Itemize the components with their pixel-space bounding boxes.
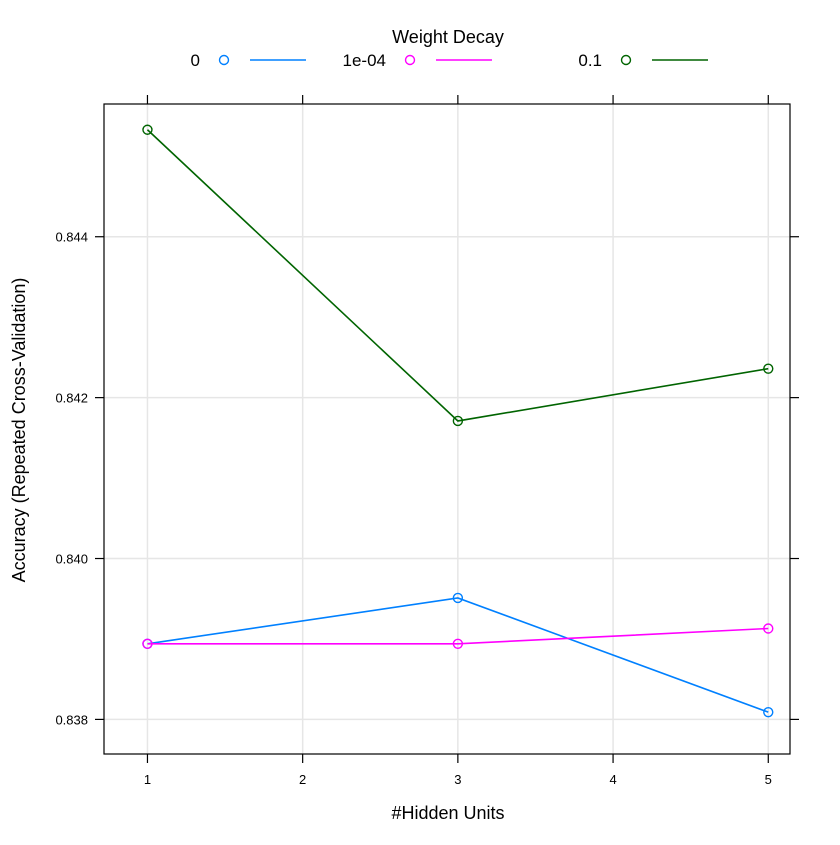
legend-layer: 0 1e-04 0.1 (191, 51, 708, 70)
legend-entry-marker (404, 54, 416, 66)
legend-entry-label: 0.1 (578, 51, 602, 70)
y-tick-label: 0.838 (55, 712, 88, 727)
y-tick-label: 0.844 (55, 230, 88, 245)
data-point (142, 638, 153, 649)
plot-frame (103, 103, 791, 755)
x-tick-label: 3 (454, 772, 461, 787)
data-point (452, 638, 464, 649)
x-tick-label: 1 (144, 772, 151, 787)
tick-layer: 1 2 3 4 5 0.838 0.840 0.842 0.844 (55, 95, 799, 787)
legend-entry-marker (620, 54, 632, 66)
legend-title: Weight Decay (392, 27, 504, 47)
x-axis-label: #Hidden Units (391, 803, 504, 823)
y-axis-label: Accuracy (Repeated Cross-Validation) (9, 278, 29, 583)
x-tick-label: 5 (765, 772, 772, 787)
x-tick-label: 4 (609, 772, 616, 787)
series-line (146, 129, 769, 422)
data-point (142, 124, 153, 135)
y-tick-label: 0.840 (55, 552, 88, 567)
grid-layer (104, 104, 790, 754)
series-layer (142, 124, 774, 718)
data-point (452, 415, 464, 427)
data-point (763, 623, 774, 634)
data-point (763, 706, 774, 718)
legend-entry-label: 1e-04 (343, 51, 386, 70)
x-tick-label: 2 (299, 772, 306, 787)
data-point (452, 592, 464, 604)
legend-entry-label: 0 (191, 51, 200, 70)
data-point (763, 363, 774, 374)
series-line (147, 627, 769, 645)
legend-entry-marker (218, 54, 230, 66)
series-line (147, 597, 769, 713)
y-tick-label: 0.842 (55, 391, 88, 406)
